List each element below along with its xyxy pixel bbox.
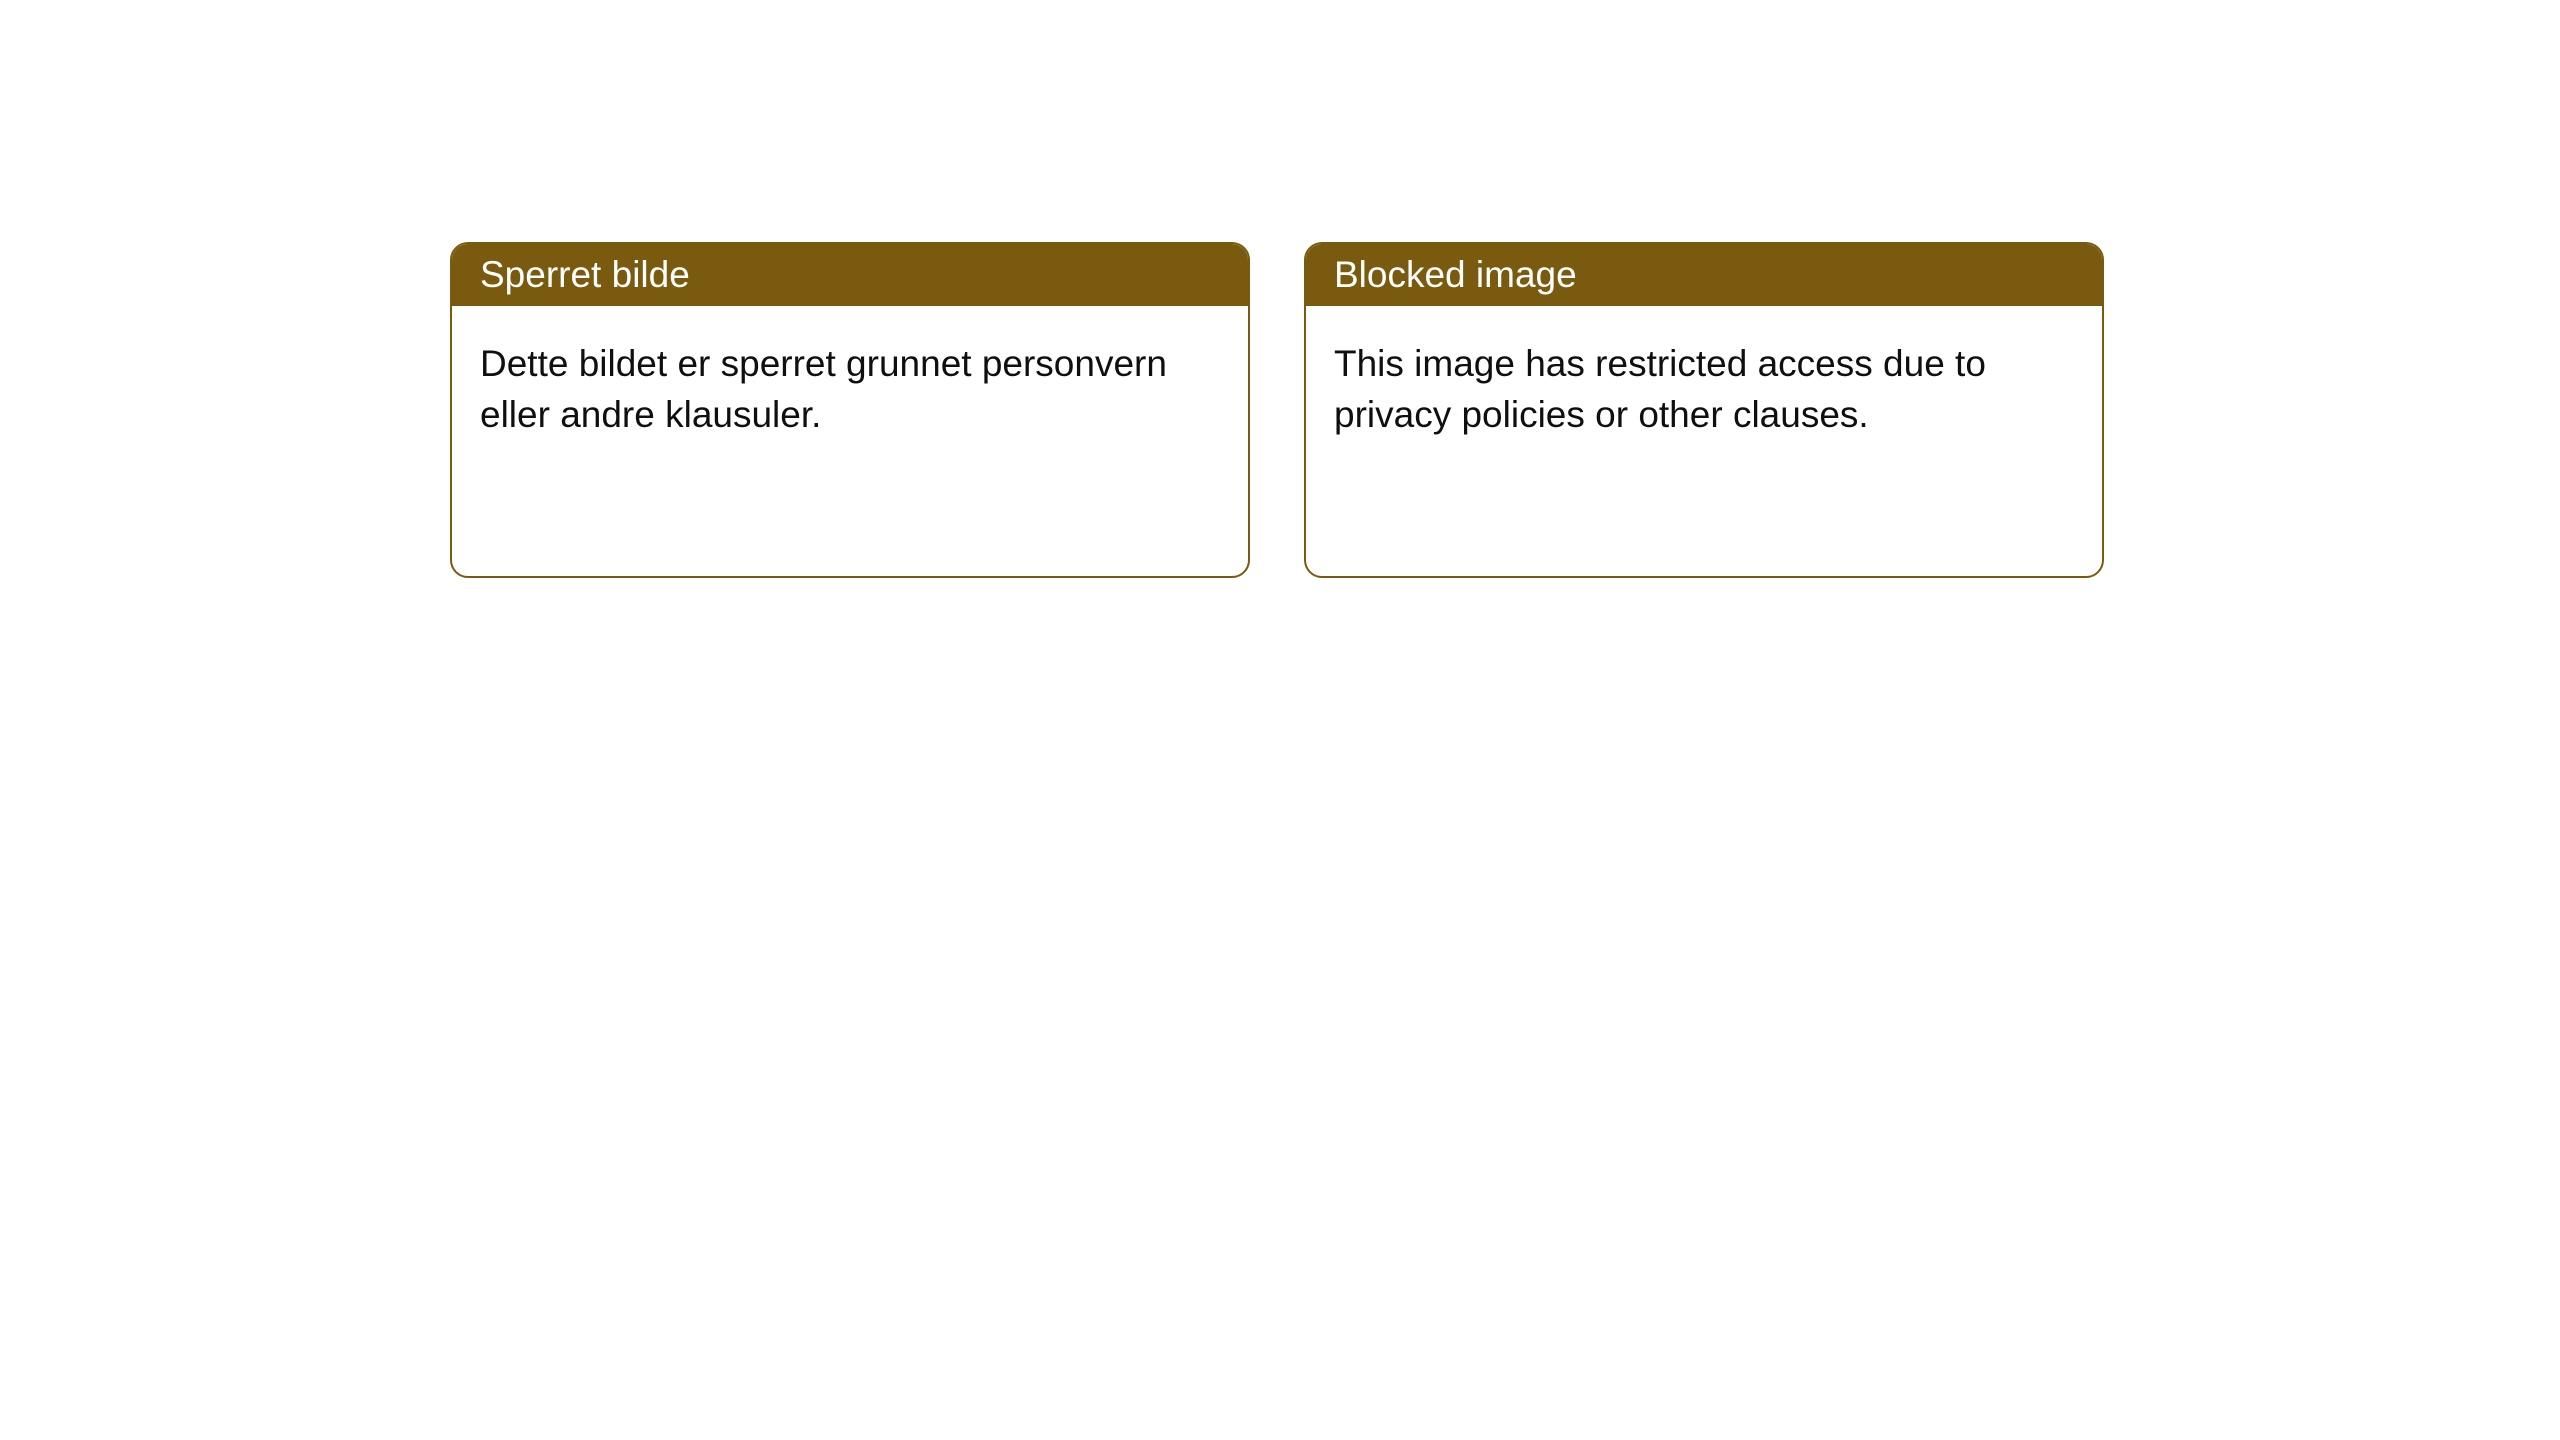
notice-title: Sperret bilde	[480, 254, 690, 295]
notice-body-text: This image has restricted access due to …	[1334, 343, 1986, 435]
notice-card-norwegian: Sperret bilde Dette bildet er sperret gr…	[450, 242, 1250, 578]
notice-container: Sperret bilde Dette bildet er sperret gr…	[0, 0, 2560, 578]
notice-card-english: Blocked image This image has restricted …	[1304, 242, 2104, 578]
notice-body-text: Dette bildet er sperret grunnet personve…	[480, 343, 1167, 435]
notice-header: Blocked image	[1306, 244, 2102, 306]
notice-body: Dette bildet er sperret grunnet personve…	[452, 306, 1248, 576]
notice-header: Sperret bilde	[452, 244, 1248, 306]
notice-body: This image has restricted access due to …	[1306, 306, 2102, 576]
notice-title: Blocked image	[1334, 254, 1577, 295]
